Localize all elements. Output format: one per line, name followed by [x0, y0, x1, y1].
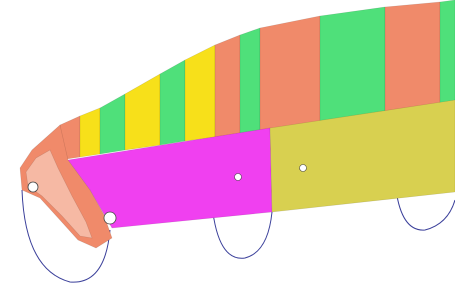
roof-strip [260, 16, 320, 130]
roof-strip [440, 0, 455, 103]
hole [300, 165, 307, 172]
roof-strip [385, 2, 440, 111]
roof-strip [215, 35, 240, 137]
roof-strip [320, 7, 385, 121]
hole [28, 182, 38, 192]
mesh-render [0, 0, 455, 291]
roof-strip [185, 45, 215, 141]
page: (() => { const data = JSON.parse(documen… [0, 0, 455, 291]
hole [104, 212, 116, 224]
roof-strip [240, 28, 260, 133]
roof-strip [160, 60, 185, 145]
hole [235, 174, 242, 181]
roof-strip [80, 108, 100, 157]
